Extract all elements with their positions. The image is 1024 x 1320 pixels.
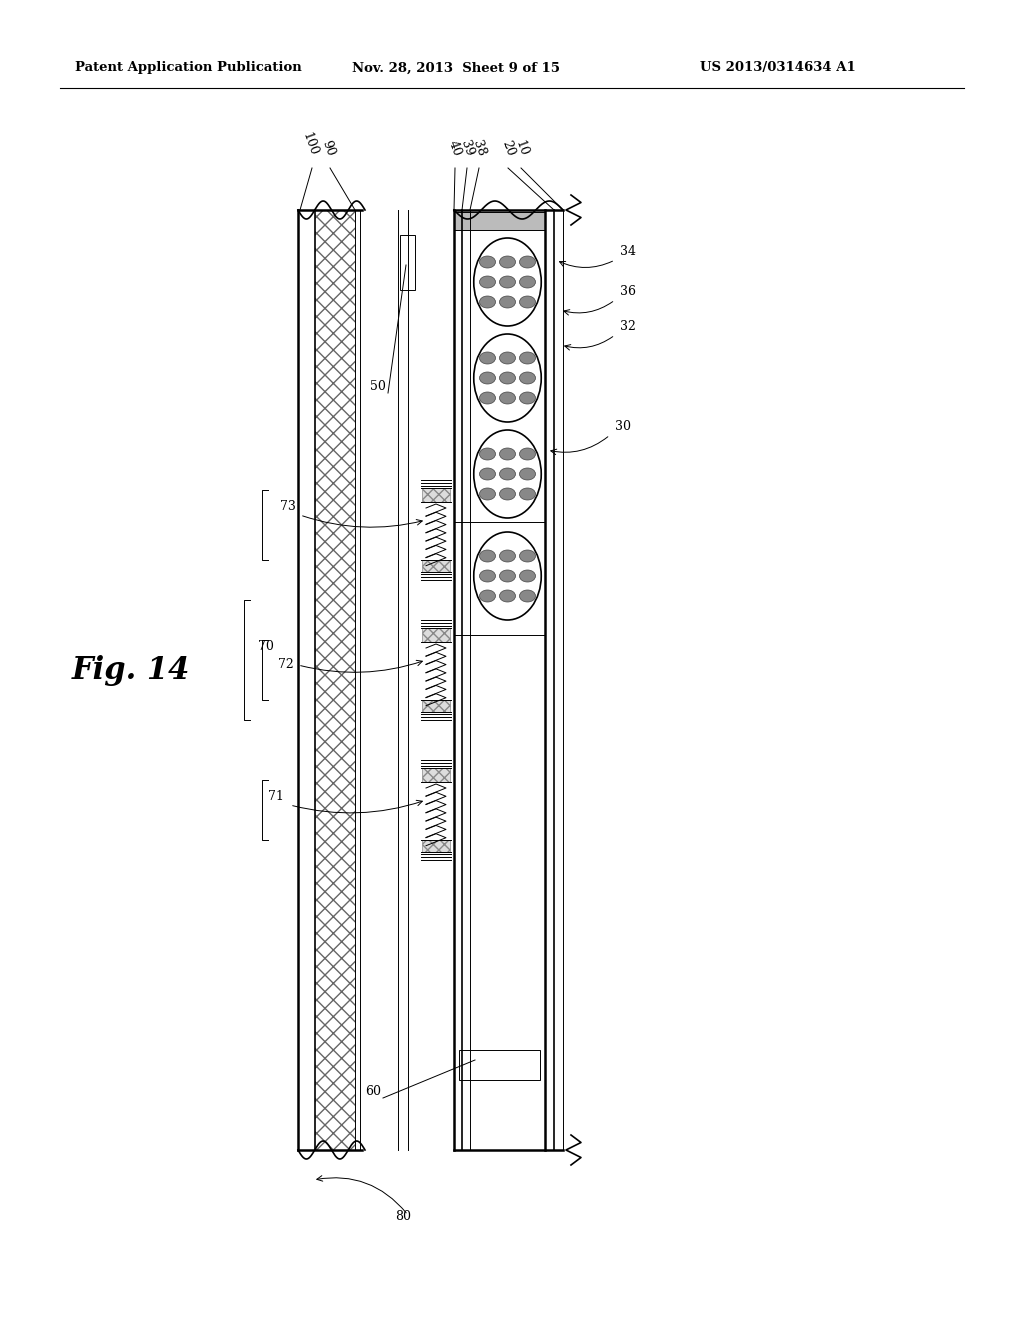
Text: Fig. 14: Fig. 14: [72, 655, 190, 685]
Ellipse shape: [479, 392, 496, 404]
Ellipse shape: [500, 469, 515, 480]
Ellipse shape: [500, 570, 515, 582]
Bar: [422, 700, 450, 711]
Ellipse shape: [479, 550, 496, 562]
Ellipse shape: [519, 392, 536, 404]
Ellipse shape: [479, 570, 496, 582]
Text: 30: 30: [615, 420, 631, 433]
Bar: [422, 560, 450, 572]
Ellipse shape: [519, 447, 536, 459]
Ellipse shape: [519, 296, 536, 308]
Bar: [454, 213, 545, 230]
Text: 36: 36: [620, 285, 636, 298]
Ellipse shape: [479, 276, 496, 288]
Ellipse shape: [500, 276, 515, 288]
Ellipse shape: [519, 352, 536, 364]
Text: 50: 50: [370, 380, 386, 393]
Text: 39: 39: [458, 139, 476, 158]
Text: 90: 90: [319, 139, 337, 158]
Bar: [422, 628, 450, 642]
Text: Patent Application Publication: Patent Application Publication: [75, 62, 302, 74]
Ellipse shape: [519, 276, 536, 288]
Ellipse shape: [474, 334, 542, 422]
Ellipse shape: [479, 447, 496, 459]
Ellipse shape: [500, 392, 515, 404]
Ellipse shape: [519, 372, 536, 384]
Ellipse shape: [519, 488, 536, 500]
Bar: [422, 840, 450, 851]
Text: 40: 40: [446, 139, 464, 158]
Text: 71: 71: [268, 789, 284, 803]
Text: 60: 60: [365, 1085, 381, 1098]
Ellipse shape: [500, 256, 515, 268]
Bar: [422, 768, 450, 781]
Text: 80: 80: [395, 1210, 411, 1224]
Ellipse shape: [500, 372, 515, 384]
Ellipse shape: [500, 550, 515, 562]
Ellipse shape: [479, 488, 496, 500]
Ellipse shape: [479, 256, 496, 268]
Ellipse shape: [479, 372, 496, 384]
Text: 72: 72: [278, 657, 294, 671]
Text: 38: 38: [470, 139, 487, 158]
Ellipse shape: [519, 590, 536, 602]
Ellipse shape: [500, 447, 515, 459]
Ellipse shape: [519, 469, 536, 480]
Text: 20: 20: [499, 139, 517, 158]
Ellipse shape: [519, 256, 536, 268]
Ellipse shape: [519, 570, 536, 582]
Ellipse shape: [479, 296, 496, 308]
Ellipse shape: [500, 352, 515, 364]
Ellipse shape: [479, 590, 496, 602]
Ellipse shape: [500, 488, 515, 500]
Ellipse shape: [519, 550, 536, 562]
Bar: [422, 488, 450, 502]
Ellipse shape: [479, 352, 496, 364]
Text: 100: 100: [300, 131, 321, 158]
Bar: [315, 210, 355, 1150]
Text: 73: 73: [280, 500, 296, 513]
Ellipse shape: [474, 430, 542, 517]
Ellipse shape: [479, 469, 496, 480]
Text: 70: 70: [258, 640, 273, 653]
Bar: [459, 1049, 540, 1080]
Ellipse shape: [500, 590, 515, 602]
Text: 10: 10: [512, 139, 529, 158]
Bar: [400, 235, 415, 290]
Text: Nov. 28, 2013  Sheet 9 of 15: Nov. 28, 2013 Sheet 9 of 15: [352, 62, 560, 74]
Ellipse shape: [500, 296, 515, 308]
Text: US 2013/0314634 A1: US 2013/0314634 A1: [700, 62, 856, 74]
Text: 32: 32: [620, 319, 636, 333]
Text: 34: 34: [620, 246, 636, 257]
Ellipse shape: [474, 532, 542, 620]
Ellipse shape: [474, 238, 542, 326]
